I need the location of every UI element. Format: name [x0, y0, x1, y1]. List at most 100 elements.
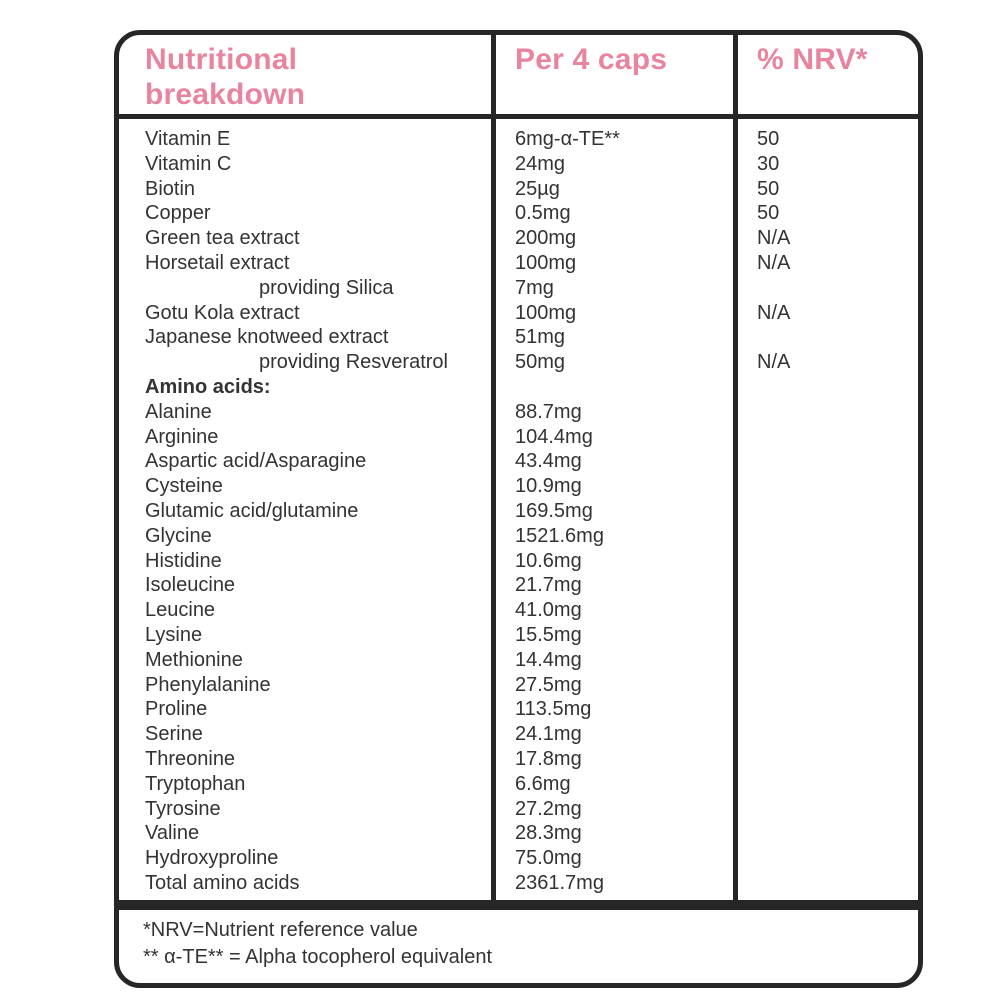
- table-row: Lysine 15.5mg: [119, 623, 918, 648]
- table-body: Vitamin E 6mg-α-TE** 50 Vitamin C 24mg 3…: [119, 119, 918, 896]
- row-nutrient-name: Tryptophan: [145, 772, 246, 795]
- table-row: Leucine 41.0mg: [119, 598, 918, 623]
- footnotes-box: *NRV=Nutrient reference value ** α-TE** …: [114, 905, 923, 988]
- table-header: Nutritional breakdown Per 4 caps % NRV*: [119, 35, 918, 119]
- row-nutrient-name: Threonine: [145, 747, 236, 770]
- row-amount-value: 6mg-α-TE**: [515, 128, 620, 150]
- nutrition-label: Nutritional breakdown Per 4 caps % NRV* …: [114, 30, 923, 988]
- row-nrv-value: N/A: [757, 301, 791, 324]
- table-row: Serine 24.1mg: [119, 722, 918, 747]
- row-amount-value: 100mg: [515, 301, 577, 324]
- header-nutrient-column: Nutritional breakdown: [145, 43, 306, 111]
- row-amount-value: 10.6mg: [515, 549, 582, 572]
- table-row: Glutamic acid/glutamine 169.5mg: [119, 499, 918, 524]
- table-row: Tyrosine 27.2mg: [119, 797, 918, 822]
- table-row: Arginine 104.4mg: [119, 425, 918, 450]
- row-nutrient-name: Phenylalanine: [145, 673, 271, 696]
- row-nutrient-name: Methionine: [145, 648, 243, 671]
- row-nutrient-name: Valine: [145, 822, 200, 845]
- table-row: Proline 113.5mg: [119, 697, 918, 722]
- row-amount-value: 25µg: [515, 177, 560, 200]
- row-nutrient-name: Vitamin C: [145, 152, 232, 175]
- table-row: Horsetail extract 100mg N/A: [119, 251, 918, 276]
- row-nutrient-name: Glycine: [145, 524, 212, 547]
- row-nutrient-name: Copper: [145, 202, 211, 225]
- row-nrv-value: N/A: [757, 227, 791, 250]
- table-row: Methionine 14.4mg: [119, 648, 918, 673]
- table-row: Green tea extract 200mg N/A: [119, 226, 918, 251]
- row-nutrient-name: Glutamic acid/glutamine: [145, 499, 359, 522]
- row-amount-value: 15.5mg: [515, 623, 582, 646]
- row-amount-value: 41.0mg: [515, 599, 582, 622]
- row-amount-value: 24.1mg: [515, 723, 582, 746]
- row-nrv-value: 50: [757, 202, 780, 225]
- table-row: Alanine 88.7mg: [119, 400, 918, 425]
- table-row: Biotin 25µg 50: [119, 177, 918, 202]
- header-amount-column: Per 4 caps: [515, 43, 668, 76]
- table-row: Vitamin C 24mg 30: [119, 152, 918, 177]
- row-nutrient-name: Japanese knotweed extract: [145, 326, 389, 349]
- table-row: Copper 0.5mg 50: [119, 201, 918, 226]
- row-amount-value: 7mg: [515, 276, 554, 299]
- table-row: providing Resveratrol 50mg N/A: [119, 350, 918, 375]
- table-row: Hydroxyproline 75.0mg: [119, 846, 918, 871]
- row-nutrient-name: Gotu Kola extract: [145, 301, 300, 324]
- table-row: Threonine 17.8mg: [119, 747, 918, 772]
- row-amount-value: 1521.6mg: [515, 524, 604, 547]
- row-nutrient-name: Biotin: [145, 177, 196, 200]
- row-nutrient-name: Vitamin E: [145, 128, 231, 150]
- row-nrv-value: N/A: [757, 351, 791, 374]
- row-nutrient-name: Aspartic acid/Asparagine: [145, 450, 367, 473]
- footnote-alpha-te: ** α-TE** = Alpha tocopherol equivalent: [143, 946, 493, 968]
- row-amount-value: 27.5mg: [515, 673, 582, 696]
- row-amount-value: 17.8mg: [515, 747, 582, 770]
- row-nutrient-name: Total amino acids: [145, 871, 300, 894]
- row-amount-value: 0.5mg: [515, 202, 571, 225]
- row-amount-value: 43.4mg: [515, 450, 582, 473]
- row-nutrient-name: providing Silica: [259, 276, 394, 299]
- row-amount-value: 28.3mg: [515, 822, 582, 845]
- row-amount-value: 50mg: [515, 351, 566, 374]
- row-amount-value: 75.0mg: [515, 847, 582, 870]
- table-row: providing Silica 7mg: [119, 276, 918, 301]
- row-nutrient-name: providing Resveratrol: [259, 351, 448, 374]
- table-row: Amino acids:: [119, 375, 918, 400]
- nutrition-table: Nutritional breakdown Per 4 caps % NRV* …: [114, 30, 923, 905]
- table-row: Cysteine 10.9mg: [119, 474, 918, 499]
- row-amount-value: 104.4mg: [515, 425, 593, 448]
- row-nutrient-name: Alanine: [145, 400, 212, 423]
- row-nrv-value: 50: [757, 128, 780, 150]
- row-nutrient-name: Hydroxyproline: [145, 847, 279, 870]
- table-row: Phenylalanine 27.5mg: [119, 673, 918, 698]
- row-amount-value: 200mg: [515, 227, 577, 250]
- row-amount-value: 169.5mg: [515, 499, 593, 522]
- table-row: Japanese knotweed extract 51mg: [119, 325, 918, 350]
- row-amount-value: 14.4mg: [515, 648, 582, 671]
- row-nutrient-name: Serine: [145, 723, 203, 746]
- table-row: Histidine 10.6mg: [119, 549, 918, 574]
- table-row: Tryptophan 6.6mg: [119, 772, 918, 797]
- header-nrv-column: % NRV*: [757, 43, 868, 76]
- table-row: Total amino acids 2361.7mg: [119, 871, 918, 896]
- row-nutrient-name: Tyrosine: [145, 797, 221, 820]
- footnote-nrv: *NRV=Nutrient reference value: [143, 919, 418, 941]
- row-amount-value: 21.7mg: [515, 574, 582, 597]
- table-row: Isoleucine 21.7mg: [119, 573, 918, 598]
- column-divider-1: [491, 35, 496, 900]
- row-amount-value: 88.7mg: [515, 400, 582, 423]
- row-nutrient-name: Amino acids:: [145, 375, 271, 398]
- row-nrv-value: 30: [757, 152, 780, 175]
- row-amount-value: 24mg: [515, 152, 566, 175]
- row-nutrient-name: Lysine: [145, 623, 203, 646]
- row-nutrient-name: Horsetail extract: [145, 251, 290, 274]
- table-row: Gotu Kola extract 100mg N/A: [119, 301, 918, 326]
- row-nutrient-name: Cysteine: [145, 475, 223, 498]
- row-nutrient-name: Arginine: [145, 425, 219, 448]
- column-divider-2: [733, 35, 738, 900]
- row-nrv-value: N/A: [757, 251, 791, 274]
- row-nutrient-name: Proline: [145, 698, 208, 721]
- row-amount-value: 51mg: [515, 326, 566, 349]
- row-nrv-value: 50: [757, 177, 780, 200]
- row-nutrient-name: Leucine: [145, 599, 216, 622]
- row-amount-value: 10.9mg: [515, 475, 582, 498]
